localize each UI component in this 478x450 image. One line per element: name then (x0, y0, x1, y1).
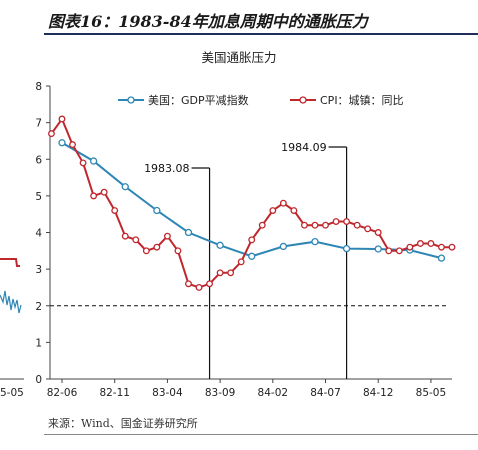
chart-title: 美国通胀压力 (201, 50, 277, 65)
x-tick-label: 84-12 (363, 387, 394, 399)
data-point (216, 269, 224, 277)
data-point (132, 236, 140, 244)
data-point (279, 242, 288, 251)
data-point (374, 229, 382, 236)
legend-label: CPI：城镇：同比 (320, 93, 404, 107)
y-tick-label: 7 (35, 118, 42, 130)
data-point (448, 243, 456, 251)
data-point (58, 115, 66, 123)
left-panel-fragment: 5-05 (0, 258, 24, 399)
left-panel-tick-label: 5-05 (0, 387, 24, 399)
data-point (374, 245, 382, 253)
data-point (258, 221, 266, 229)
data-point (438, 243, 445, 251)
report-header: 图表16：1983-84年加息周期中的通胀压力 (0, 0, 478, 36)
source-note: 来源：Wind、国金证券研究所 (48, 417, 198, 430)
data-point (90, 192, 98, 200)
data-point (364, 225, 372, 233)
y-tick-label: 3 (35, 264, 42, 276)
data-point (227, 269, 235, 277)
data-point (142, 247, 150, 255)
data-point (58, 139, 66, 147)
data-point (311, 221, 319, 229)
data-point (174, 247, 182, 255)
data-point (300, 221, 308, 229)
data-point (395, 247, 403, 255)
y-tick-label: 2 (35, 301, 42, 313)
series-cpi-urban (48, 115, 456, 291)
series-line (50, 116, 452, 289)
legend-marker (127, 96, 135, 104)
data-point (248, 236, 256, 244)
data-point (332, 218, 340, 225)
data-point (184, 228, 193, 237)
data-point (121, 232, 129, 240)
y-tick-label: 1 (35, 337, 42, 349)
x-tick-label: 84-02 (258, 387, 289, 399)
data-point (311, 238, 319, 246)
data-point (195, 283, 203, 291)
footer-rule (44, 434, 478, 435)
data-point (437, 254, 446, 262)
annotation-label: 1984.09 (281, 141, 327, 154)
legend-marker (299, 96, 307, 104)
x-tick-label: 83-09 (205, 387, 236, 399)
x-tick-label: 82-06 (47, 387, 78, 399)
data-point (216, 241, 224, 249)
data-point (279, 199, 287, 207)
data-point (206, 280, 214, 288)
data-point (342, 244, 351, 253)
legend-entry: 美国：GDP平减指数 (118, 93, 249, 107)
y-tick-label: 6 (35, 154, 42, 166)
legend-entry: CPI：城镇：同比 (290, 93, 404, 107)
data-point (121, 183, 129, 191)
data-point (427, 240, 435, 247)
y-tick-label: 8 (35, 81, 42, 93)
x-tick-label: 85-05 (416, 387, 447, 399)
data-point (353, 221, 361, 229)
data-point (153, 243, 161, 251)
data-point (237, 258, 245, 266)
data-point (322, 221, 329, 229)
data-point (111, 207, 119, 214)
series-gdp-deflator (58, 139, 446, 262)
header-rule (44, 33, 478, 35)
data-point (153, 206, 161, 215)
y-tick-label: 4 (35, 228, 42, 240)
data-point (385, 247, 393, 255)
data-point (269, 207, 277, 214)
data-point (79, 159, 87, 167)
data-point (290, 207, 298, 214)
y-tick-label: 0 (35, 374, 42, 386)
annotation-label: 1983.08 (144, 162, 190, 175)
figure-title: 图表16：1983-84年加息周期中的通胀压力 (48, 12, 368, 31)
legend-label: 美国：GDP平减指数 (148, 93, 249, 107)
data-point (100, 188, 108, 196)
data-point (185, 280, 192, 288)
x-tick-label: 83-04 (152, 387, 183, 399)
data-point (343, 218, 351, 225)
y-tick-label: 5 (35, 191, 42, 203)
x-tick-label: 84-07 (310, 387, 341, 399)
data-point (89, 157, 98, 165)
data-point (406, 243, 414, 251)
left-panel-red-line (0, 258, 20, 267)
data-point (163, 232, 171, 240)
data-point (48, 130, 55, 138)
left-panel-blue-line (0, 290, 22, 314)
x-tick-label: 82-11 (99, 387, 130, 399)
data-point (69, 141, 76, 149)
data-point (416, 240, 424, 247)
data-point (248, 252, 256, 260)
